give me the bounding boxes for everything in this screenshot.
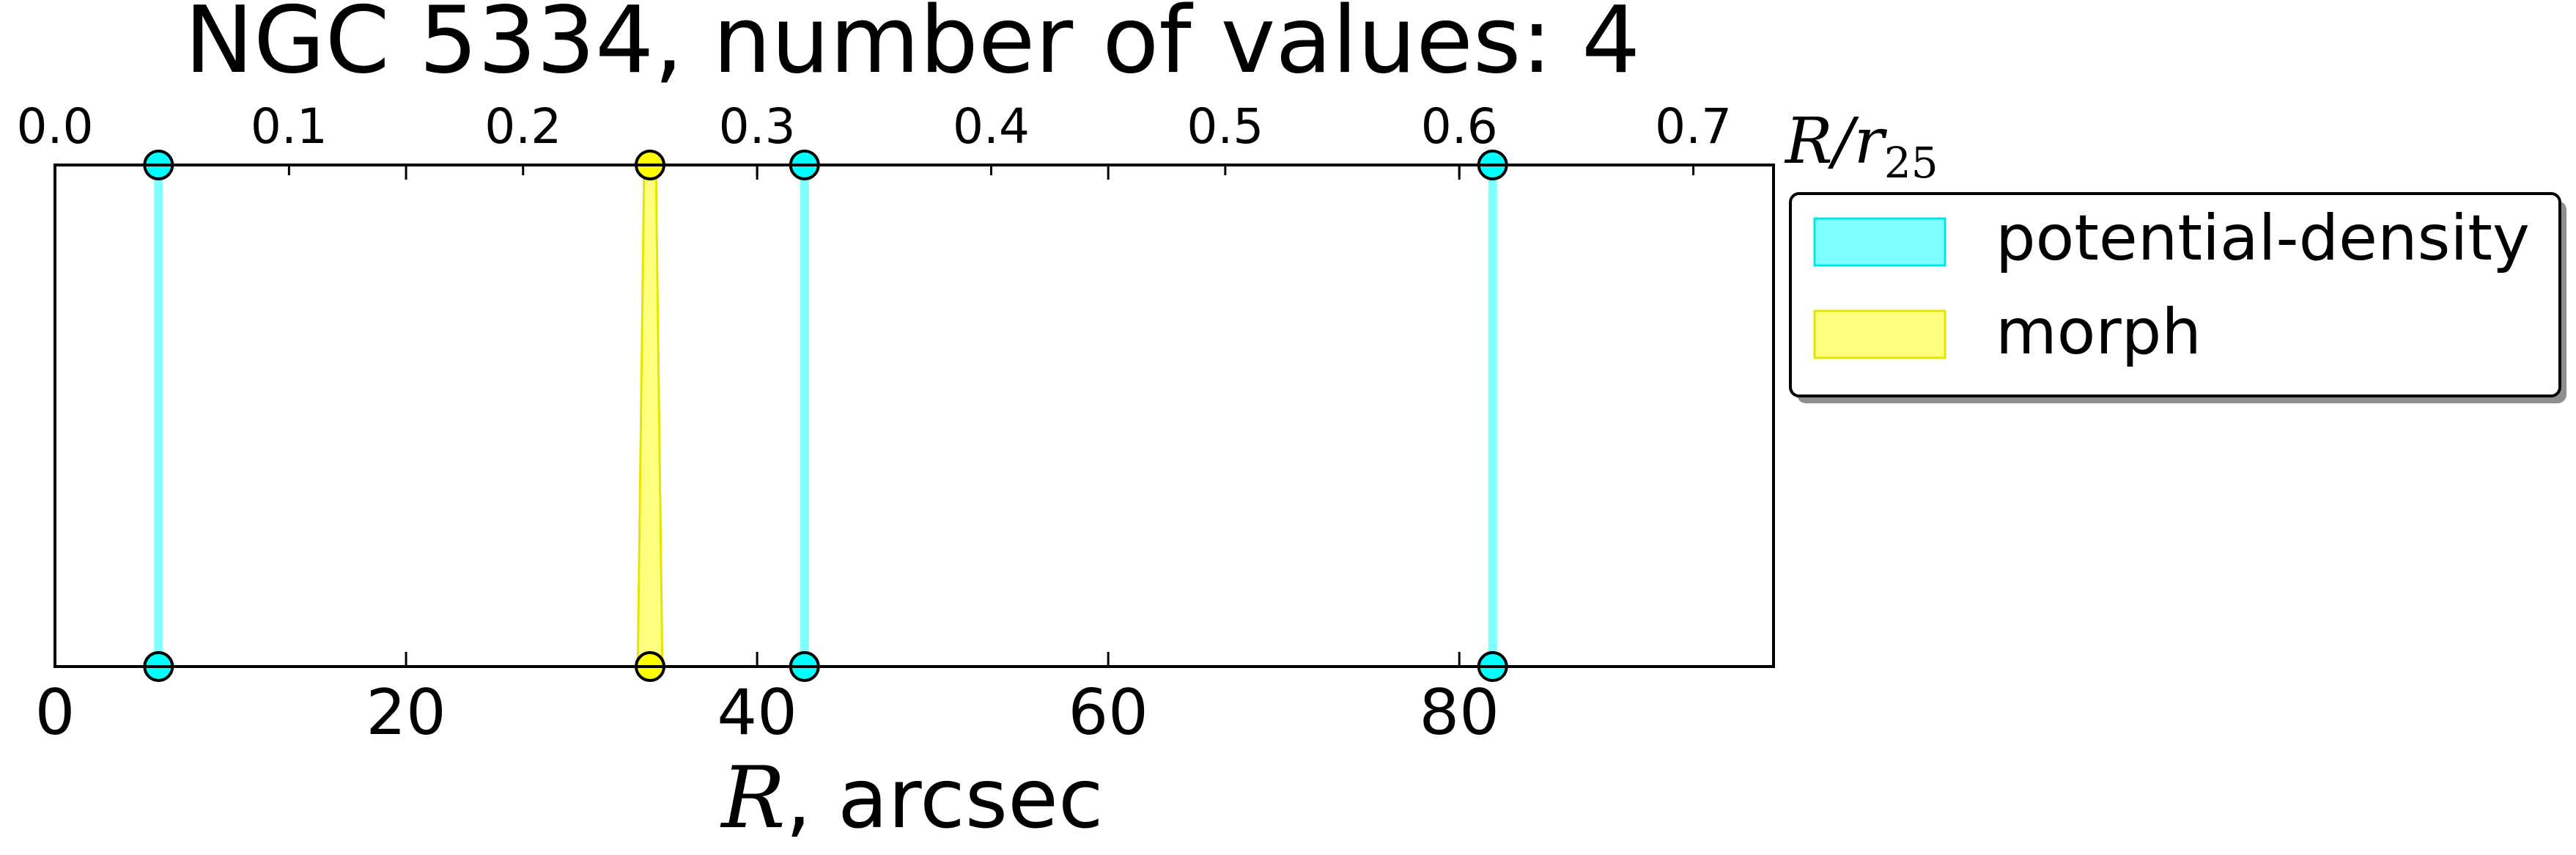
top-tick-label-0.0: 0.0 <box>17 98 94 155</box>
top-tick-label-0.3: 0.3 <box>719 98 796 155</box>
x-tick-label-80: 80 <box>1420 676 1499 749</box>
x-tick-label-40: 40 <box>717 676 797 749</box>
top-tick-label-0.5: 0.5 <box>1186 98 1263 155</box>
legend-swatch-morph <box>1813 309 1946 359</box>
top-tick-label-0.2: 0.2 <box>484 98 561 155</box>
top-axis-label: R/r25 <box>1784 105 1938 188</box>
top-tick-label-0.6: 0.6 <box>1421 98 1498 155</box>
x-axis-label-text: , arcsec <box>786 752 1104 847</box>
plot-marks <box>143 150 1508 682</box>
top-axis-label-subscript: 25 <box>1884 138 1938 188</box>
x-tick-label-60: 60 <box>1068 676 1148 749</box>
top-tick-label-0.7: 0.7 <box>1655 98 1732 155</box>
legend-swatch-potential-density <box>1813 217 1946 267</box>
legend: potential-density morph <box>1789 192 2566 403</box>
plot-area-frame <box>53 164 1775 668</box>
legend-label-potential-density: potential-density <box>1996 202 2530 275</box>
chart-title: NGC 5334, number of values: 4 <box>185 0 1640 94</box>
top-tick-label-0.4: 0.4 <box>953 98 1030 155</box>
morph-band <box>636 164 664 668</box>
legend-label-morph: morph <box>1996 296 2202 369</box>
top-axis-label-main: R/r <box>1784 105 1888 178</box>
x-axis-label: R, arcsec <box>720 749 1103 848</box>
legend-box <box>1789 192 2561 397</box>
top-tick-label-0.1: 0.1 <box>251 98 328 155</box>
x-tick-label-0: 0 <box>35 676 75 749</box>
axis-ticks: 0 20 40 60 80 0.0 0.1 0.2 0.3 0.4 0.5 0.6 0.7 <box>17 98 1732 749</box>
x-axis-label-math: R <box>720 749 785 848</box>
x-tick-label-20: 20 <box>366 676 446 749</box>
